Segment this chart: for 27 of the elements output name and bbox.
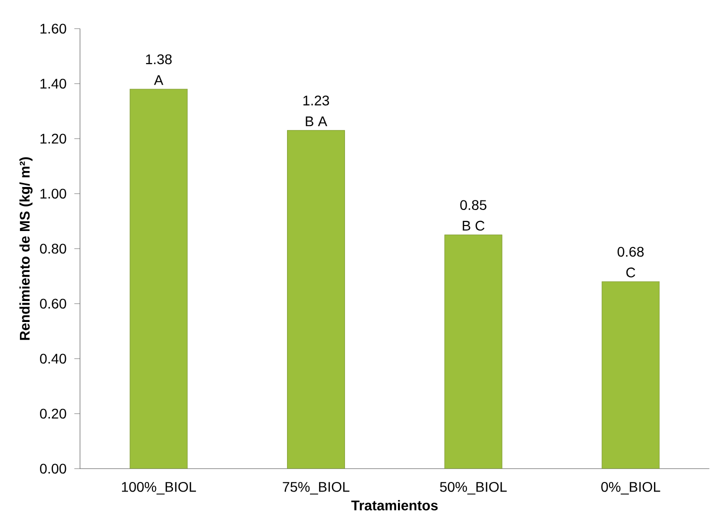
bar [444,234,502,469]
annotation: C [626,268,636,278]
y-tick-label: 1.40 [40,78,66,89]
y-tick-label: 0.20 [40,408,66,419]
y-axis-title: Rendimiento de MS (kg/ m²) [19,157,33,340]
x-tick-label: 0%_BIOL [601,482,660,495]
x-tick-label: 75%_BIOL [282,482,350,495]
bar [287,130,345,469]
bar [602,281,660,469]
data-label: 1.23 [303,96,330,106]
data-label: 0.85 [460,200,486,210]
data-label: 0.68 [618,246,644,257]
annotation: B C [462,220,484,231]
y-tick-label: 0.40 [40,354,66,364]
data-label: 1.38 [146,54,172,64]
y-tick-label: 0.80 [40,244,66,254]
y-tick-label: 1.20 [40,134,66,144]
y-tick-label: 0.60 [40,298,66,309]
x-tick-label: 100%_BIOL [122,482,196,495]
annotation: A [154,75,164,85]
y-tick-label: 1.60 [40,24,66,34]
y-tick-label: 1.00 [40,188,66,199]
y-tick-label: 0.00 [40,464,66,474]
bar [130,88,188,469]
annotation: B A [306,116,328,126]
x-axis-title: Tratamientos [351,500,438,510]
x-tick-label: 50%_BIOL [440,482,507,495]
